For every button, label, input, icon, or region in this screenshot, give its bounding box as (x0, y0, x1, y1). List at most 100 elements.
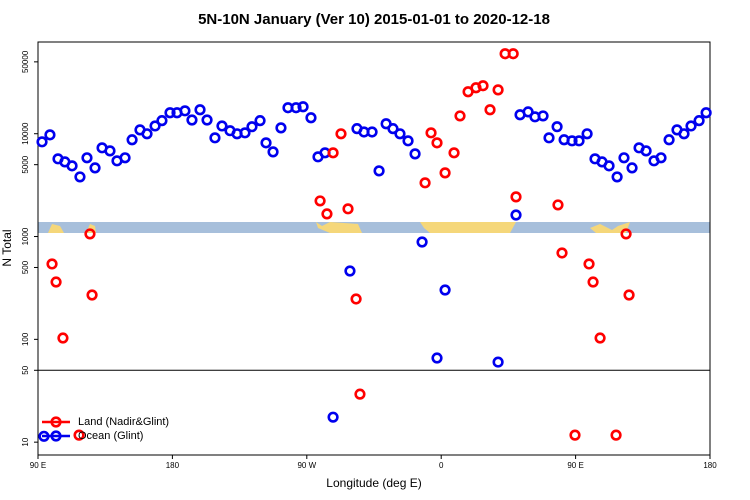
point (552, 199, 564, 211)
point (583, 258, 595, 270)
point (454, 110, 466, 122)
point (566, 135, 578, 147)
point (141, 128, 153, 140)
point (321, 208, 333, 220)
point (164, 107, 176, 119)
legend-marker (50, 430, 62, 442)
point (104, 145, 116, 157)
point (626, 162, 638, 174)
point (57, 332, 69, 344)
y-tick-label: 10000 (21, 122, 30, 145)
point (581, 128, 593, 140)
point (44, 129, 56, 141)
y-tick-label: 5000 (21, 155, 30, 173)
y-tick-label: 100 (21, 332, 30, 346)
plot-frame (37, 41, 711, 456)
point (477, 80, 489, 92)
point (573, 135, 585, 147)
point (394, 128, 406, 140)
point (507, 48, 519, 60)
legend-label: Land (Nadir&Glint) (78, 416, 169, 428)
point (36, 136, 48, 148)
point (543, 132, 555, 144)
point (149, 120, 161, 132)
y-tick-label: 10 (21, 437, 30, 446)
point (623, 289, 635, 301)
point (700, 107, 712, 119)
y-axis-label: N Total (0, 229, 14, 266)
point (510, 191, 522, 203)
point (693, 115, 705, 127)
point (678, 128, 690, 140)
point (431, 352, 443, 364)
point (73, 429, 85, 441)
point (66, 160, 78, 172)
point (156, 115, 168, 127)
point (305, 112, 317, 124)
point (201, 114, 213, 126)
point (419, 177, 431, 189)
point (618, 152, 630, 164)
point (492, 84, 504, 96)
point (569, 429, 581, 441)
point (484, 104, 496, 116)
point (246, 121, 258, 133)
y-tick-label: 1000 (21, 227, 30, 245)
point (603, 160, 615, 172)
point (89, 162, 101, 174)
point (366, 126, 378, 138)
point (344, 265, 356, 277)
point (194, 104, 206, 116)
point (267, 146, 279, 158)
y-tick-label: 500 (21, 260, 30, 274)
point (239, 127, 251, 139)
x-tick-label: 0 (439, 461, 444, 470)
point (350, 293, 362, 305)
point (179, 105, 191, 117)
point (409, 148, 421, 160)
point (290, 102, 302, 114)
point (342, 203, 354, 215)
point (425, 127, 437, 139)
point (431, 137, 443, 149)
point (314, 195, 326, 207)
point (186, 114, 198, 126)
x-tick-label: 90 E (30, 461, 46, 470)
point (655, 152, 667, 164)
point (74, 171, 86, 183)
point (551, 121, 563, 133)
point (610, 429, 622, 441)
map-strip (38, 222, 710, 233)
point (448, 147, 460, 159)
x-tick-label: 90 W (297, 461, 316, 470)
legend-label: Ocean (Glint) (78, 430, 143, 442)
point (216, 120, 228, 132)
point (46, 258, 58, 270)
point (439, 284, 451, 296)
x-tick-label: 90 E (567, 461, 583, 470)
point (126, 134, 138, 146)
point (611, 171, 623, 183)
point (537, 110, 549, 122)
point (556, 247, 568, 259)
point (416, 236, 428, 248)
point (84, 228, 96, 240)
point (594, 332, 606, 344)
point (373, 165, 385, 177)
x-axis-label: Longitude (deg E) (326, 476, 421, 490)
y-tick-label: 50 (21, 365, 30, 374)
point (685, 120, 697, 132)
point (297, 101, 309, 113)
y-tick-label: 50000 (21, 50, 30, 73)
x-tick-label: 180 (166, 461, 180, 470)
point (492, 356, 504, 368)
point (439, 167, 451, 179)
point (119, 152, 131, 164)
point (663, 134, 675, 146)
point (620, 228, 632, 240)
point (587, 276, 599, 288)
point (81, 152, 93, 164)
point (354, 388, 366, 400)
point (640, 145, 652, 157)
